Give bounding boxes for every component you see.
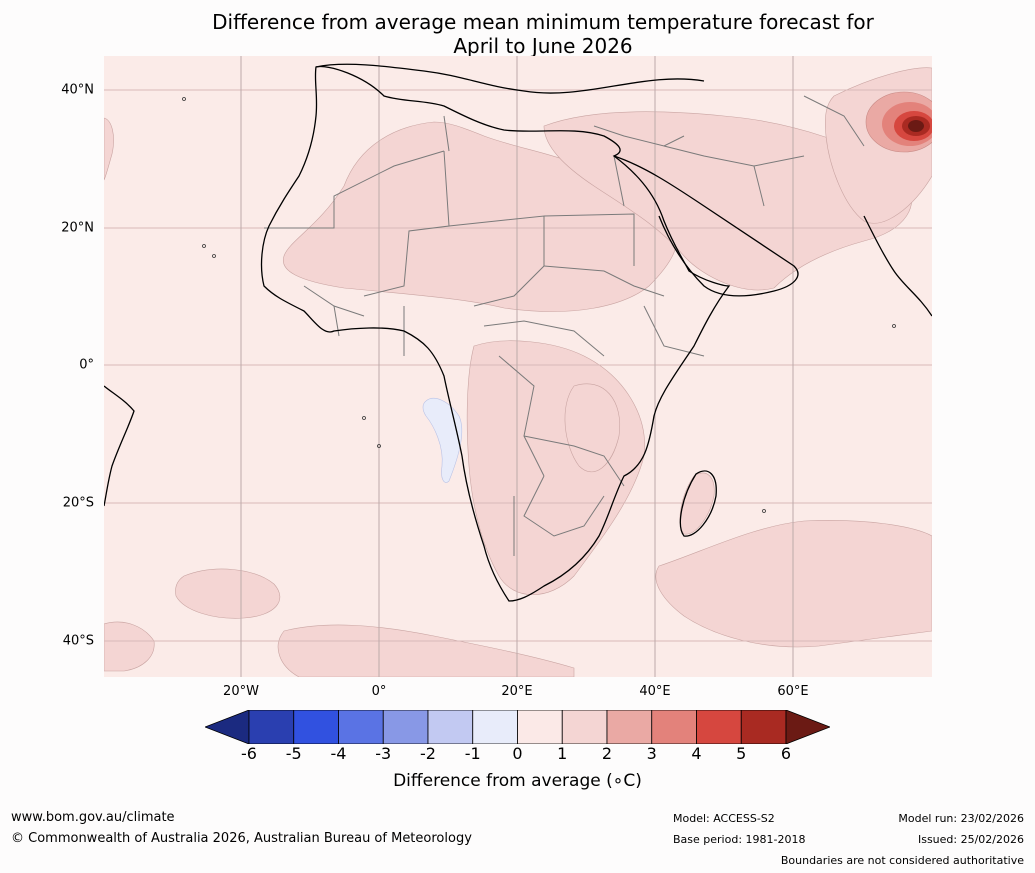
colorbar-segment — [517, 709, 563, 745]
colorbar-tick-label: 4 — [691, 744, 702, 763]
footer-base-period: Base period: 1981-2018 — [673, 833, 806, 846]
colorbar-segment — [427, 709, 474, 745]
islands — [182, 97, 896, 513]
coast-africa — [260, 65, 731, 602]
anomaly-zone-south-atlantic — [277, 624, 575, 677]
footer-website[interactable]: www.bom.gov.au/climate — [11, 810, 175, 825]
anomaly-zone-cool-atlantic — [422, 397, 463, 483]
colorbar-segment — [338, 709, 384, 745]
country-borders — [264, 95, 865, 556]
colorbar-tick-label: 2 — [601, 744, 613, 763]
lat-label-40n: 40°N — [61, 82, 94, 98]
colorbar-segment — [472, 709, 518, 745]
lon-label-20w: 20°W — [223, 684, 259, 699]
map-title-line1: Difference from average mean minimum tem… — [212, 10, 874, 34]
anomaly-zone-west-edge — [104, 117, 114, 181]
colorbar-tick-label: 0 — [512, 744, 523, 763]
coastlines — [104, 63, 932, 602]
colorbar-segment — [248, 709, 295, 745]
coast-arabia — [613, 155, 799, 297]
footer-model-run: Model run: 23/02/2026 — [898, 812, 1024, 825]
colorbar-tick-label: 1 — [557, 744, 568, 763]
colorbar-segment — [382, 709, 429, 745]
colorbar-tick-label: 3 — [646, 744, 657, 763]
footer-disclaimer: Boundaries are not considered authoritat… — [780, 854, 1024, 867]
lat-label-20s: 20°S — [62, 495, 94, 511]
lon-label-60e: 60°E — [777, 684, 809, 699]
colorbar-tick-label: -2 — [420, 744, 436, 763]
colorbar-arrow-high — [785, 709, 832, 745]
anomaly-zone-west-atlantic — [175, 568, 281, 619]
colorbar-tick-label: -6 — [241, 744, 257, 763]
colorbar-svg — [203, 709, 832, 745]
colorbar-label: Difference from average (∘C) — [393, 771, 642, 791]
colorbar-segment — [606, 709, 653, 745]
lat-label-0: 0° — [79, 357, 94, 373]
footer-model: Model: ACCESS-S2 — [673, 812, 775, 825]
lat-label-40s: 40°S — [62, 633, 94, 649]
forecast-map[interactable] — [104, 56, 932, 677]
colorbar-tick-label: 5 — [736, 744, 747, 763]
map-title: Difference from average mean minimum tem… — [104, 10, 982, 58]
coast-madagascar — [679, 470, 717, 537]
colorbar-tick-label: -1 — [464, 744, 481, 763]
colorbar-segment — [293, 709, 339, 745]
anomaly-zone-east-africa — [564, 383, 621, 473]
colorbar-segment — [651, 709, 697, 745]
graticule — [104, 56, 932, 677]
lon-label-40e: 40°E — [639, 684, 671, 699]
anomaly-zone-middle-east — [543, 111, 913, 291]
forecast-map-svg — [104, 56, 932, 677]
lon-label-20e: 20°E — [501, 684, 533, 699]
colorbar-tick-label: -5 — [285, 744, 302, 763]
colorbar-tick-label: -4 — [330, 744, 347, 763]
colorbar-segment — [561, 709, 608, 745]
colorbar — [203, 709, 832, 745]
lon-label-0: 0° — [371, 684, 387, 699]
coast-india — [863, 215, 932, 317]
colorbar-tick-label: 6 — [780, 744, 792, 763]
colorbar-tick-label: -3 — [375, 744, 392, 763]
anomaly-zone-south-indian — [655, 520, 932, 648]
footer-issued: Issued: 25/02/2026 — [917, 833, 1024, 846]
anomaly-core-tibet-band6 — [908, 120, 924, 132]
coast-south-america — [104, 385, 135, 507]
coast-europe — [315, 63, 705, 94]
colorbar-segment — [696, 709, 742, 745]
colorbar-segment — [740, 709, 787, 745]
lat-label-20n: 20°N — [61, 220, 94, 236]
colorbar-arrow-low — [203, 709, 250, 745]
footer-copyright: © Commonwealth of Australia 2026, Austra… — [11, 831, 472, 846]
map-title-line2: April to June 2026 — [453, 34, 633, 58]
